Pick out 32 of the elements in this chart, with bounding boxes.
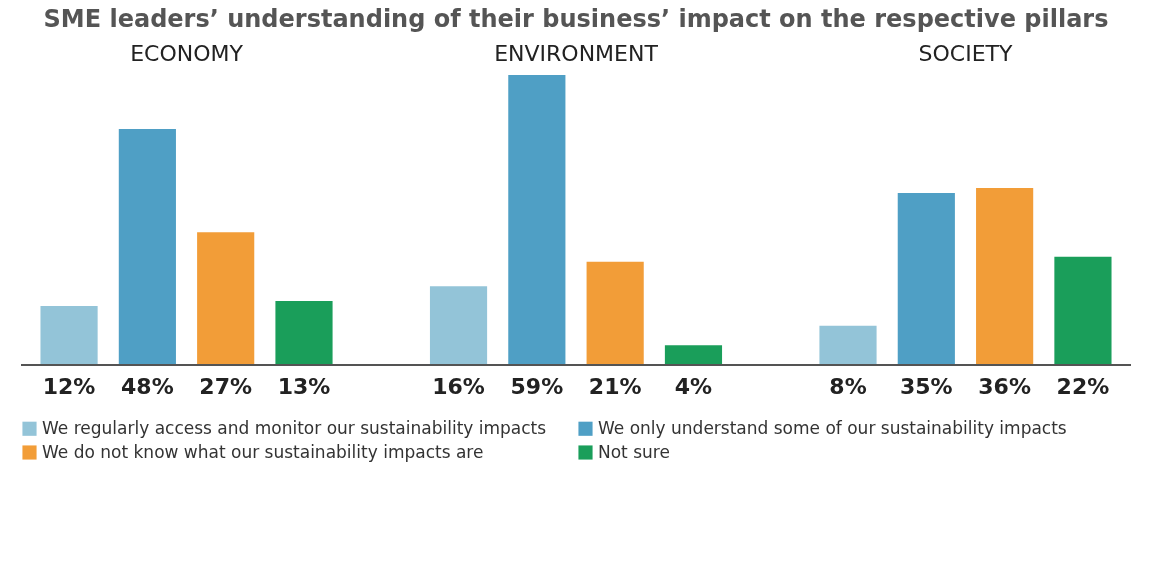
legend-label: Not sure (598, 441, 670, 462)
bar (976, 188, 1034, 365)
bar (40, 306, 98, 365)
legend-label: We do not know what our sustainability impacts are (42, 441, 484, 462)
bar (508, 75, 566, 365)
bar (819, 325, 877, 365)
data-label: 13% (277, 374, 331, 399)
data-label: 16% (432, 374, 485, 399)
bar (897, 192, 955, 365)
data-label: 36% (978, 374, 1031, 399)
data-label: 12% (42, 374, 96, 399)
data-label: 22% (1056, 374, 1110, 399)
x-tick-label: ECONOMY (130, 40, 244, 66)
x-tick-label: ENVIRONMENT (494, 40, 659, 66)
bar (118, 129, 176, 365)
data-label: 27% (199, 374, 253, 399)
bar (429, 286, 488, 365)
bar (664, 345, 723, 365)
legend-label: We only understand some of our sustainability impacts (598, 417, 1067, 438)
bar (197, 232, 255, 365)
chart-title: SME leaders’ understanding of their business’ impact on the respective pillars (43, 5, 1109, 33)
bar (1054, 256, 1112, 365)
x-tick-label: SOCIETY (918, 40, 1013, 66)
data-label: 48% (121, 374, 174, 399)
data-label: 59% (510, 374, 564, 399)
data-label: 4% (674, 374, 713, 399)
data-label: 21% (588, 374, 642, 399)
legend-label: We regularly access and monitor our sustainability impacts (42, 417, 547, 438)
data-label: 35% (899, 374, 953, 399)
data-label: 8% (829, 374, 867, 399)
bar (275, 301, 333, 365)
bar (586, 261, 644, 365)
